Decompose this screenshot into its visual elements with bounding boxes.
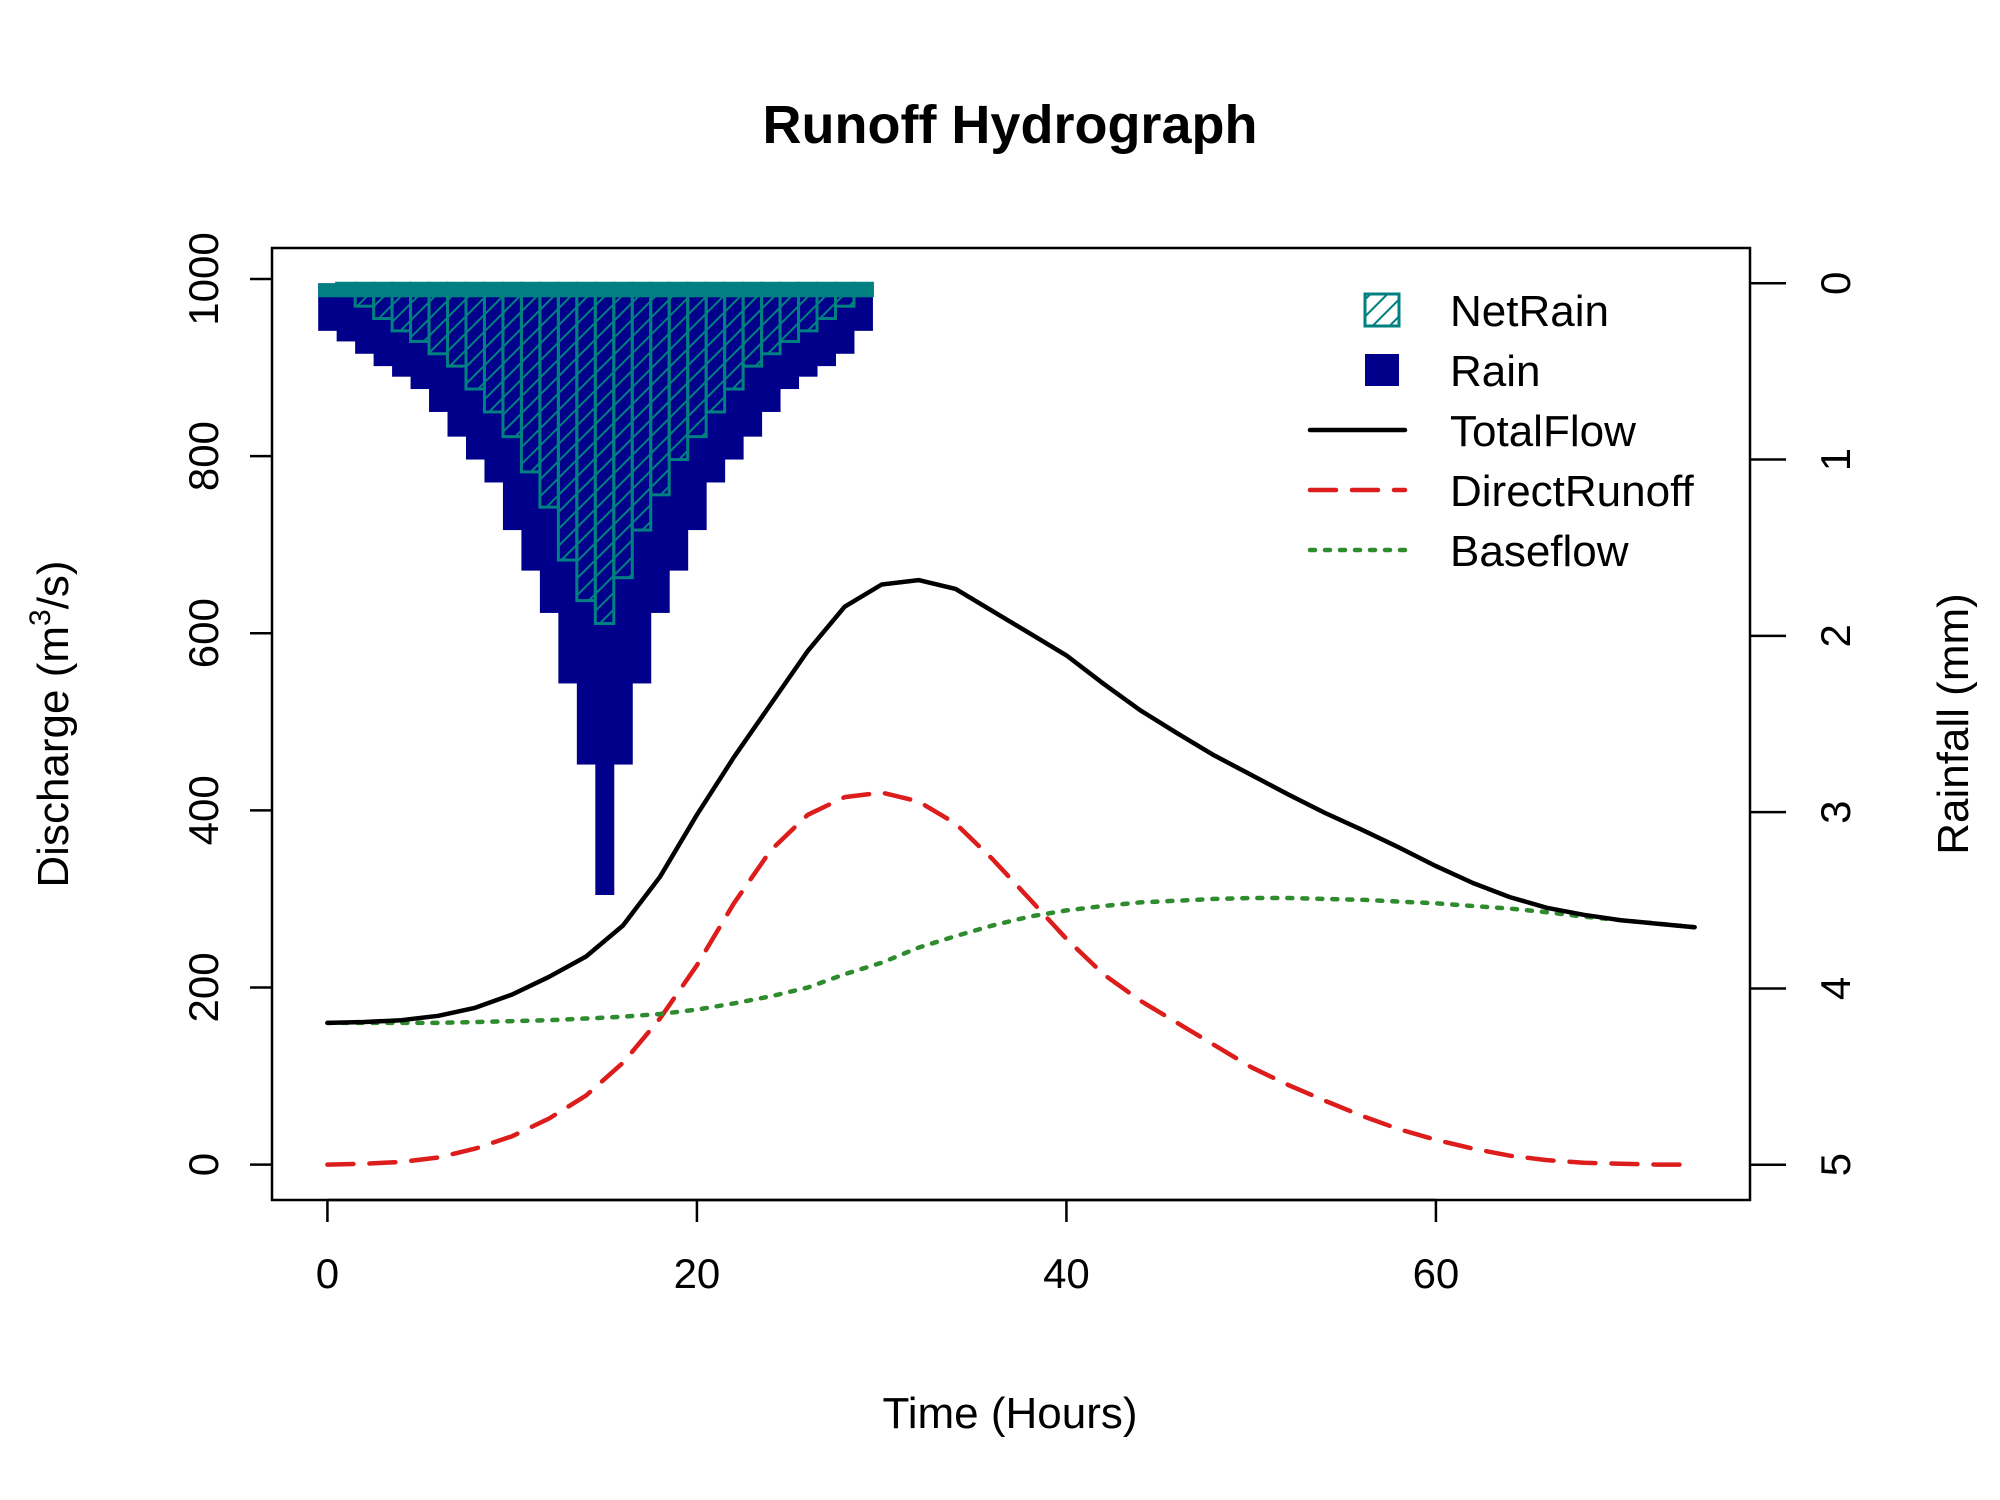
y-tick-label-4: 800 xyxy=(180,421,227,491)
netrain-bar-22 xyxy=(723,281,745,391)
legend: NetRain Rain TotalFlow DirectRunoff Baseflow xyxy=(1307,287,1695,576)
rain-bars-layer xyxy=(318,281,874,896)
y2-tick-label-3: 3 xyxy=(1812,800,1859,823)
y2-axis-label: Rainfall (mm) xyxy=(1929,593,1978,855)
y-tick-label-0: 0 xyxy=(180,1153,227,1176)
legend-swatch-netrain xyxy=(1363,292,1401,328)
y2-tick-label-1: 1 xyxy=(1812,448,1859,471)
legend-label-rain: Rain xyxy=(1450,347,1541,396)
x-axis: 0 20 40 60 xyxy=(316,1198,1460,1297)
netrain-bar-11 xyxy=(519,281,542,474)
series-baseflow xyxy=(325,895,1697,1026)
x-tick-label-2: 40 xyxy=(1043,1250,1090,1297)
chart-title: Runoff Hydrograph xyxy=(763,95,1258,155)
y-axis: 0 200 400 600 800 1000 xyxy=(180,232,272,1176)
y-tick-label-1: 200 xyxy=(180,952,227,1022)
legend-label-netrain: NetRain xyxy=(1450,287,1609,336)
netrain-bar-21 xyxy=(704,281,727,414)
netrain-bar-9 xyxy=(482,281,505,414)
netrain-bar-20 xyxy=(686,281,708,439)
y-tick-label-5: 1000 xyxy=(180,232,227,325)
y2-tick-label-2: 2 xyxy=(1812,624,1859,647)
y-tick-label-2: 400 xyxy=(180,775,227,845)
netrain-bar-16 xyxy=(612,281,634,580)
netrain-bar-10 xyxy=(501,281,523,439)
x-axis-label: Time (Hours) xyxy=(882,1389,1137,1438)
netrain-bar-12 xyxy=(538,281,560,509)
netrain-bar-14 xyxy=(575,281,597,603)
netrain-top-edge xyxy=(318,283,873,298)
series-directrunoff xyxy=(325,790,1697,1167)
rain-bar-1 xyxy=(336,283,356,342)
netrain-bar-13 xyxy=(556,281,579,562)
y2-tick-label-5: 5 xyxy=(1812,1153,1859,1176)
netrain-bar-8 xyxy=(464,281,486,391)
netrain-bar-18 xyxy=(649,281,671,497)
y-tick-label-3: 600 xyxy=(180,598,227,668)
series-totalflow xyxy=(325,577,1697,1026)
x-tick-label-3: 60 xyxy=(1413,1250,1460,1297)
legend-label-directrunoff: DirectRunoff xyxy=(1450,467,1695,516)
netrain-bar-15 xyxy=(593,281,616,626)
legend-swatch-rain xyxy=(1365,354,1399,386)
netrain-bar-19 xyxy=(667,281,690,462)
y2-tick-label-4: 4 xyxy=(1812,977,1859,1000)
y-axis-label: Discharge (m3/s) xyxy=(24,560,78,887)
x-tick-label-0: 0 xyxy=(316,1250,339,1297)
netrain-bar-17 xyxy=(630,281,653,532)
x-tick-label-1: 20 xyxy=(674,1250,721,1297)
y2-axis: 0 1 2 3 4 5 xyxy=(1750,272,1859,1176)
legend-label-baseflow: Baseflow xyxy=(1450,527,1629,576)
legend-label-totalflow: TotalFlow xyxy=(1450,407,1636,456)
series-layer xyxy=(325,577,1697,1167)
y2-tick-label-0: 0 xyxy=(1812,272,1859,295)
